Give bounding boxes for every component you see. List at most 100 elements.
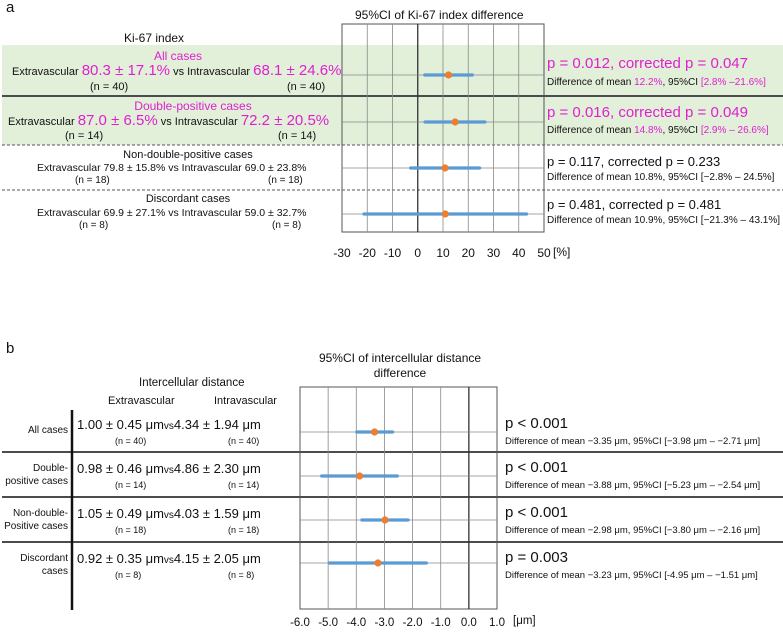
row-a1-ext-value: 80.3 ± 17.1% — [81, 62, 170, 79]
row-a2-ci-prefix: , 95%CI — [662, 125, 701, 136]
ki67-mean-point — [441, 210, 449, 218]
row-a4-corrected-p: corrected p = 0.481 — [608, 197, 722, 212]
ki67-tick-label: 50 — [537, 246, 551, 260]
distance-tick-label: -2.0 — [403, 617, 423, 629]
row-a4-n-ext: (n = 8) — [79, 220, 109, 231]
row-a1-line: Extravascular 80.3 ± 17.1% vs Intravascu… — [12, 62, 341, 79]
row-a2-vs: vs — [160, 116, 172, 128]
row-a2-p: p = 0.016, — [547, 104, 619, 121]
row-a4-line: Extravascular 69.9 ± 27.1% vs Intravascu… — [37, 207, 307, 219]
distance-mean-point — [370, 428, 379, 436]
row-a1-n-ext: (n = 40) — [90, 81, 129, 93]
row-b2-n-int: (n = 14) — [228, 480, 260, 490]
row-b4-vs: vs — [163, 555, 174, 566]
row-a1-p: p = 0.012, — [547, 55, 619, 72]
row-a4-p-line: p = 0.481, corrected p = 0.481 — [547, 197, 721, 212]
row-a2-int-value: 72.2 ± 20.5% — [240, 112, 330, 129]
distance-tick-label: -5.0 — [318, 617, 338, 629]
row-a3-diff-line: Difference of mean 10.8%, 95%CI [−2.8% –… — [547, 172, 775, 183]
distance-mean-point — [356, 472, 364, 480]
distance-mean-point — [374, 559, 382, 567]
row-a1-diff-line: Difference of mean 12.2%, 95%CI [2.8% –2… — [547, 77, 766, 88]
ki67-tick-label: 10 — [436, 246, 450, 260]
row-b1-ext-value: 1.00 ± 0.45 μm — [77, 417, 164, 432]
row-b2-p: p < 0.001 — [505, 459, 568, 476]
distance-tick-label: 1.0 — [489, 617, 505, 629]
ki67-tick-label: -30 — [333, 246, 351, 260]
row-b3-diff-line: Difference of mean −2.98 μm, 95%CI [−3.8… — [505, 525, 761, 536]
panel-b-col-ext: Extravascular — [108, 395, 175, 407]
panel-b-col-int: Intravascular — [214, 395, 277, 407]
panel-a-axis-unit: [%] — [553, 245, 571, 259]
row-a1-diff-prefix: Difference of mean — [547, 77, 635, 88]
panel-a-letter: a — [6, 0, 15, 16]
ki67-tick-label: 20 — [462, 246, 476, 260]
row-a2-ext-label: Extravascular — [8, 116, 75, 128]
row-b3-int-value: 4.03 ± 1.59 μm — [173, 506, 261, 521]
row-a4-diff-line: Difference of mean 10.9%, 95%CI [−21.3% … — [547, 215, 781, 226]
row-b3-values: 1.05 ± 0.49 μmvs4.03 ± 1.59 μm — [77, 506, 261, 521]
row-a2-n-ext: (n = 14) — [65, 130, 104, 142]
row-b3-n-int: (n = 18) — [228, 525, 260, 535]
row-b4-ext-value: 0.92 ± 0.35 μm — [77, 551, 164, 566]
row-a2-line: Extravascular 87.0 ± 6.5% vs Intravascul… — [8, 112, 329, 129]
distance-mean-point — [381, 516, 389, 524]
row-b3-title-1: Non-double- — [12, 508, 68, 519]
row-b4-n-int: (n = 8) — [228, 570, 255, 580]
row-b4-p: p = 0.003 — [505, 549, 568, 566]
row-b1-diff-line: Difference of mean −3.35 μm, 95%CI [−3.9… — [505, 436, 761, 447]
row-a2-diff-prefix: Difference of mean — [547, 125, 635, 136]
row-b1-n-ext: (n = 40) — [115, 436, 147, 446]
row-a2-diff-line: Difference of mean 14.8%, 95%CI [2.9% – … — [547, 125, 769, 136]
row-b1-vs: vs — [163, 421, 174, 432]
distance-tick-label: -4.0 — [346, 617, 366, 629]
row-b1-n-int: (n = 40) — [228, 436, 260, 446]
row-b2-title-1: Double- — [32, 463, 68, 474]
row-a2-int-label: Intravascular — [174, 116, 238, 128]
row-b3-p: p < 0.001 — [505, 504, 568, 521]
row-b4-n-ext: (n = 8) — [115, 570, 142, 580]
row-a3-p: p = 0.117, — [547, 154, 608, 169]
row-b3-n-ext: (n = 18) — [115, 525, 147, 535]
ki67-tick-label: -10 — [384, 246, 402, 260]
row-b2-ext-value: 0.98 ± 0.46 μm — [77, 461, 164, 476]
row-b3-vs: vs — [163, 510, 174, 521]
row-a4-n-int: (n = 8) — [272, 220, 302, 231]
row-a2-diff-value: 14.8% — [634, 125, 663, 136]
panel-a-plot-title: 95%CI of Ki-67 index difference — [355, 8, 524, 22]
row-a1-int-label: Intravascular — [187, 66, 251, 78]
ki67-mean-point — [444, 71, 453, 79]
row-a2-p-line: p = 0.016, corrected p = 0.049 — [547, 104, 748, 121]
row-b4-diff-line: Difference of mean −3.23 μm, 95%CI [-4.9… — [505, 570, 758, 581]
row-b2-int-value: 4.86 ± 2.30 μm — [173, 461, 261, 476]
row-b1-title: All cases — [27, 425, 68, 436]
row-a1-diff-value: 12.2% — [634, 77, 663, 88]
row-a1-ci-value: [2.8% –21.6%] — [700, 77, 766, 88]
panel-b-axis-unit: [μm] — [513, 615, 536, 627]
distance-tick-label: -3.0 — [375, 617, 395, 629]
row-a3-n-ext: (n = 18) — [75, 175, 110, 186]
distance-tick-label: -6.0 — [290, 617, 310, 629]
row-b2-vs: vs — [163, 465, 174, 476]
distance-tick-label: -1.0 — [431, 617, 451, 629]
row-a3-p-line: p = 0.117, corrected p = 0.233 — [547, 154, 720, 169]
panel-b-letter: b — [6, 340, 15, 357]
ki67-tick-label: 40 — [512, 246, 526, 260]
row-b1-values: 1.00 ± 0.45 μmvs4.34 ± 1.94 μm — [77, 417, 261, 432]
row-a1-corrected-p: corrected p = 0.047 — [618, 55, 748, 72]
row-b1-int-value: 4.34 ± 1.94 μm — [173, 417, 261, 432]
row-b4-int-value: 4.15 ± 2.05 μm — [173, 551, 261, 566]
row-a2-n-int: (n = 14) — [278, 130, 317, 142]
row-a1-ci-prefix: , 95%CI — [662, 77, 701, 88]
row-b1-p: p < 0.001 — [505, 415, 568, 432]
row-b2-values: 0.98 ± 0.46 μmvs4.86 ± 2.30 μm — [77, 461, 261, 476]
row-a2-ci-value: [2.9% – 26.6%] — [700, 125, 769, 136]
row-a2-title: Double-positive cases — [134, 99, 252, 113]
distance-tick-label: 0.0 — [461, 617, 477, 629]
row-a3-line: Extravascular 79.8 ± 15.8% vs Intravascu… — [37, 162, 307, 174]
row-a3-n-int: (n = 18) — [268, 175, 303, 186]
panel-b-left-header: Intercellular distance — [139, 377, 245, 389]
row-a1-n-int: (n = 40) — [287, 81, 326, 93]
